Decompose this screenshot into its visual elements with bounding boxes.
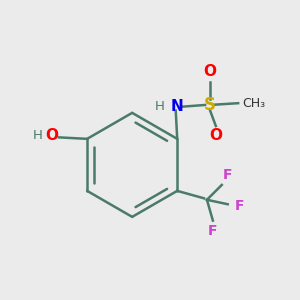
Text: N: N (171, 99, 184, 114)
Text: S: S (204, 96, 216, 114)
Text: F: F (208, 224, 218, 238)
Text: F: F (223, 167, 232, 182)
Text: F: F (234, 199, 244, 213)
Text: H: H (154, 100, 164, 113)
Text: O: O (209, 128, 222, 143)
Text: O: O (45, 128, 58, 143)
Text: H: H (33, 129, 43, 142)
Text: CH₃: CH₃ (243, 97, 266, 110)
Text: O: O (203, 64, 216, 80)
